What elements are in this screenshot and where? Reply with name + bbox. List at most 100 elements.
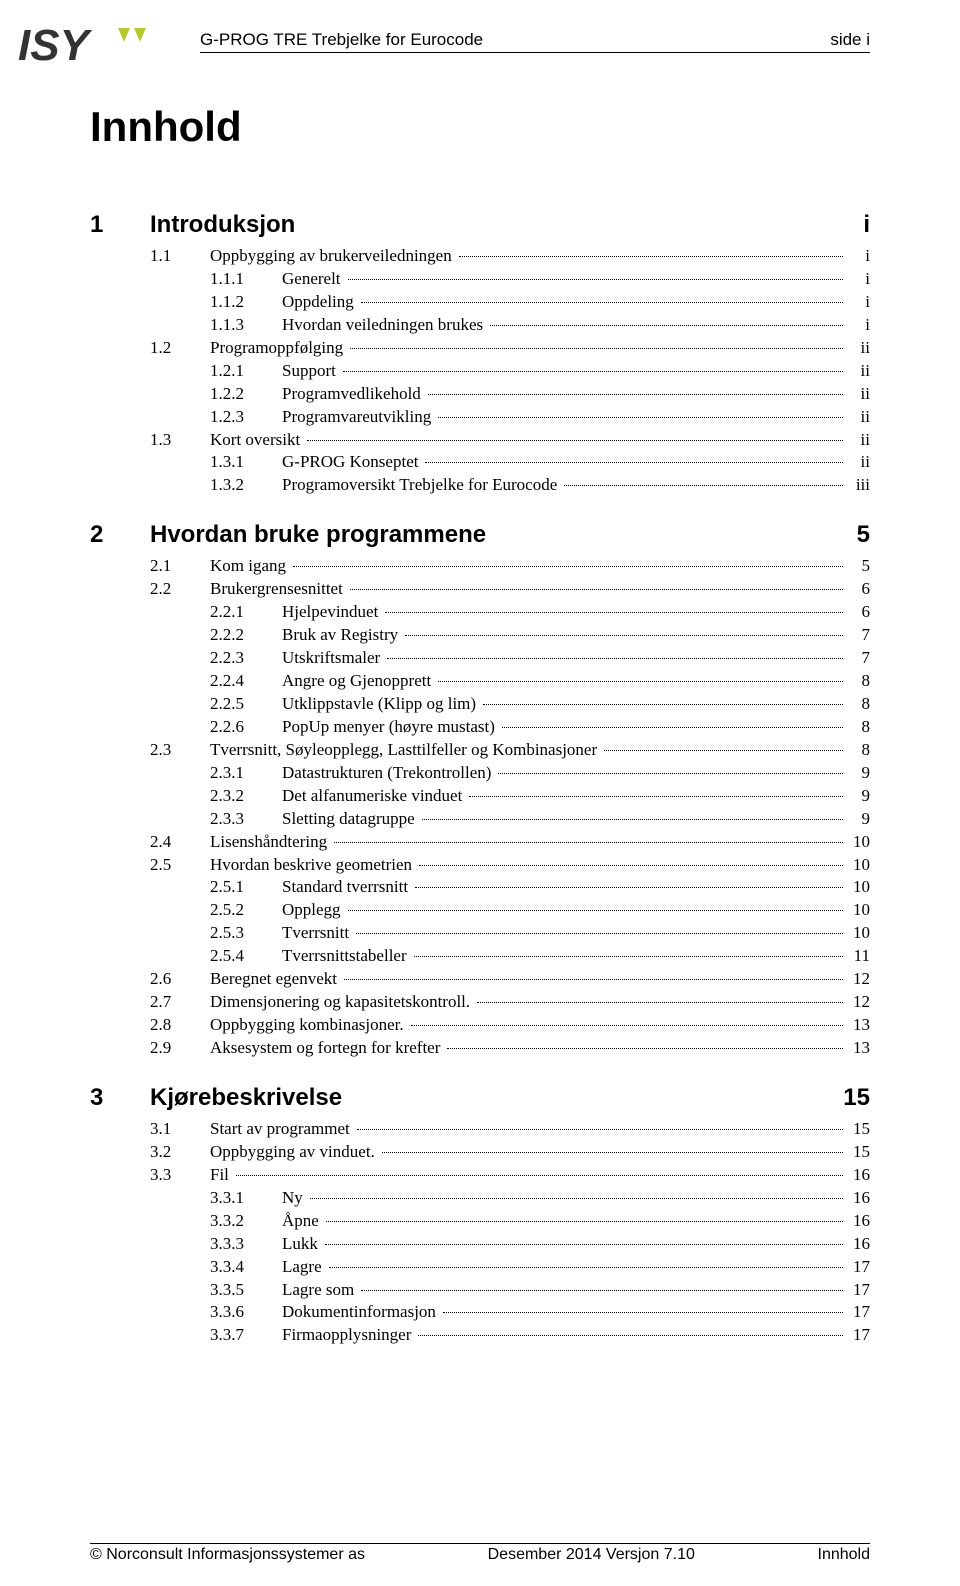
toc-chapter: 3Kjørebeskrivelse153.1Start av programme… [90, 1084, 870, 1347]
toc-entry-text: Det alfanumeriske vinduet [282, 785, 466, 808]
toc-entry-page: 16 [846, 1233, 870, 1256]
toc-entry: 2.5.4Tverrsnittstabeller11 [90, 945, 870, 968]
toc-leader [498, 773, 843, 774]
toc-entry-page: 15 [846, 1118, 870, 1141]
toc-entry-number: 1.3.2 [90, 474, 282, 497]
toc-leader [344, 979, 843, 980]
toc-chapter-head: 1Introduksjon i [90, 211, 870, 239]
toc-entry-number: 2.5.1 [90, 876, 282, 899]
header-rule [200, 52, 870, 53]
toc-entry-page: 8 [846, 693, 870, 716]
toc-chapter-page: i [863, 211, 870, 239]
toc-entry-page: i [846, 314, 870, 337]
toc-entry-number: 3.3 [90, 1164, 210, 1187]
toc-entry-page: i [846, 291, 870, 314]
toc-entry: 1.2.3Programvareutviklingii [90, 406, 870, 429]
toc-entry-number: 2.4 [90, 831, 210, 854]
toc-entry-number: 2.7 [90, 991, 210, 1014]
toc-leader [604, 750, 843, 751]
toc-entry-text: Opplegg [282, 899, 345, 922]
page-footer: © Norconsult Informasjonssystemer as Des… [90, 1543, 870, 1564]
toc-entry: 2.6Beregnet egenvekt12 [90, 968, 870, 991]
toc-leader [236, 1175, 843, 1176]
toc-entry-text: Åpne [282, 1210, 323, 1233]
toc-entry: 3.3.6Dokumentinformasjon17 [90, 1301, 870, 1324]
toc-entry-page: ii [846, 337, 870, 360]
toc-entry-page: ii [846, 406, 870, 429]
toc-entry-text: Lagre [282, 1256, 326, 1279]
toc-entry-page: 15 [846, 1141, 870, 1164]
toc-entry-page: 7 [846, 647, 870, 670]
toc-entry-page: 17 [846, 1256, 870, 1279]
toc-chapter-number: 2 [90, 521, 150, 549]
toc-entry-text: Utskriftsmaler [282, 647, 384, 670]
toc-entry-number: 2.5 [90, 854, 210, 877]
toc-entry-text: G-PROG Konseptet [282, 451, 422, 474]
toc-entry-text: Programoversikt Trebjelke for Eurocode [282, 474, 561, 497]
toc-entry-page: i [846, 268, 870, 291]
toc-entry: 2.2.3Utskriftsmaler7 [90, 647, 870, 670]
toc-entry-page: 17 [846, 1324, 870, 1347]
toc-leader [477, 1002, 843, 1003]
toc-chapter: 2Hvordan bruke programmene52.1Kom igang5… [90, 521, 870, 1060]
toc-entry-number: 1.2 [90, 337, 210, 360]
toc-leader [438, 681, 843, 682]
toc-entry-number: 3.1 [90, 1118, 210, 1141]
toc-entry-page: 8 [846, 670, 870, 693]
toc-entry: 1.3Kort oversiktii [90, 429, 870, 452]
toc-entry: 2.2.1Hjelpevinduet6 [90, 601, 870, 624]
table-of-contents: 1Introduksjoni1.1Oppbygging av brukervei… [90, 211, 870, 1347]
toc-entry-page: 17 [846, 1279, 870, 1302]
page-header: G-PROG TRE Trebjelke for Eurocode side i [200, 30, 870, 50]
toc-leader [419, 865, 843, 866]
header-title: G-PROG TRE Trebjelke for Eurocode [200, 30, 483, 50]
footer-section: Innhold [818, 1546, 871, 1564]
toc-entry-number: 2.3.2 [90, 785, 282, 808]
toc-entry: 2.5.3Tverrsnitt10 [90, 922, 870, 945]
toc-entry-number: 2.6 [90, 968, 210, 991]
toc-chapter-number: 1 [90, 211, 150, 239]
toc-entry-page: 12 [846, 991, 870, 1014]
toc-entry-number: 3.2 [90, 1141, 210, 1164]
toc-entry-text: Ny [282, 1187, 307, 1210]
toc-leader [348, 279, 843, 280]
toc-entry-number: 2.5.3 [90, 922, 282, 945]
toc-chapter-title: Introduksjon [150, 211, 853, 239]
toc-leader [356, 933, 843, 934]
toc-entry-text: Bruk av Registry [282, 624, 402, 647]
toc-entry-number: 1.2.2 [90, 383, 282, 406]
toc-entry-text: Dokumentinformasjon [282, 1301, 440, 1324]
toc-entry-number: 3.3.2 [90, 1210, 282, 1233]
toc-entry-text: Sletting datagruppe [282, 808, 419, 831]
toc-entry-text: Hjelpevinduet [282, 601, 382, 624]
toc-entry-page: ii [846, 429, 870, 452]
toc-entry-text: Generelt [282, 268, 345, 291]
toc-entry-number: 2.1 [90, 555, 210, 578]
toc-entry-page: 16 [846, 1187, 870, 1210]
toc-leader [415, 887, 843, 888]
toc-entry-page: 16 [846, 1210, 870, 1233]
toc-leader [343, 371, 843, 372]
toc-chapter: 1Introduksjoni1.1Oppbygging av brukervei… [90, 211, 870, 497]
toc-leader [459, 256, 843, 257]
toc-entry-text: Oppdeling [282, 291, 358, 314]
toc-entry: 2.8Oppbygging kombinasjoner.13 [90, 1014, 870, 1037]
toc-entry-page: ii [846, 451, 870, 474]
document-title: Innhold [90, 103, 870, 151]
toc-entry-page: 9 [846, 762, 870, 785]
toc-entry: 2.9Aksesystem og fortegn for krefter13 [90, 1037, 870, 1060]
toc-entry-text: PopUp menyer (høyre mustast) [282, 716, 499, 739]
toc-entry: 1.3.2Programoversikt Trebjelke for Euroc… [90, 474, 870, 497]
toc-entry: 2.7Dimensjonering og kapasitetskontroll.… [90, 991, 870, 1014]
toc-entry-page: 13 [846, 1014, 870, 1037]
toc-entry-text: Tverrsnitt [282, 922, 353, 945]
svg-text:ISY: ISY [18, 21, 93, 70]
header-page: side i [830, 30, 870, 50]
toc-leader [483, 704, 843, 705]
toc-leader [350, 589, 843, 590]
toc-entry-text: Lagre som [282, 1279, 358, 1302]
toc-entry-number: 3.3.5 [90, 1279, 282, 1302]
toc-entry: 2.2Brukergrensesnittet6 [90, 578, 870, 601]
toc-entry-page: 6 [846, 601, 870, 624]
toc-entry-number: 1.1.1 [90, 268, 282, 291]
